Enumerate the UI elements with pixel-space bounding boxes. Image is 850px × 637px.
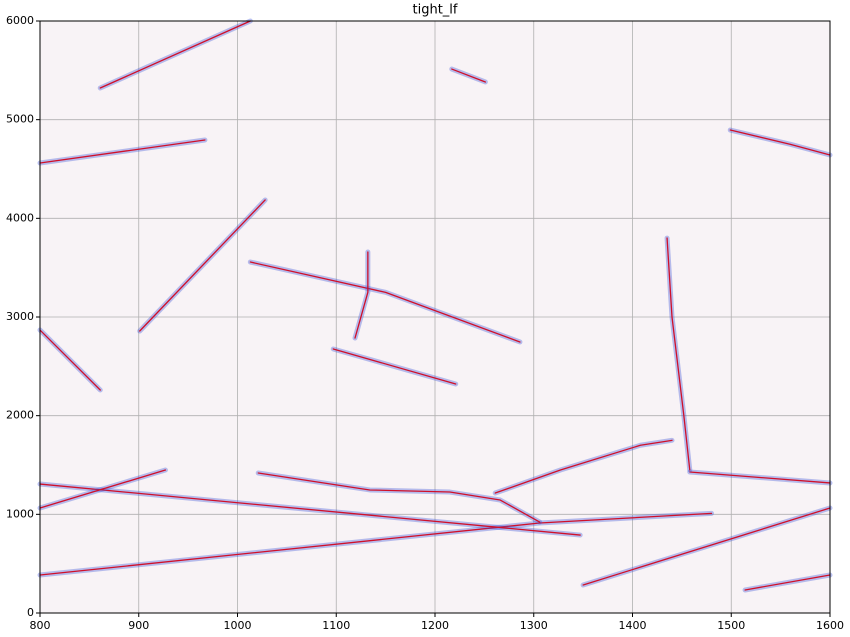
track: [39, 139, 206, 164]
y-tick-label: 5000: [6, 113, 34, 126]
track: [257, 472, 541, 523]
plot-frame: [39, 20, 831, 614]
track: [689, 471, 831, 484]
track: [139, 199, 266, 332]
track: [451, 68, 487, 83]
track: [249, 261, 521, 343]
track: [744, 574, 831, 591]
track: [582, 507, 831, 586]
x-tick-label: 900: [128, 619, 149, 632]
y-tick-label: 2000: [6, 409, 34, 422]
track: [39, 483, 581, 536]
x-tick-label: 1200: [421, 619, 449, 632]
x-tick-label: 1300: [520, 619, 548, 632]
track: [39, 512, 713, 576]
x-tick-label: 1100: [322, 619, 350, 632]
y-tick-label: 1000: [6, 507, 34, 520]
track: [99, 20, 251, 89]
x-tick-label: 1400: [619, 619, 647, 632]
y-tick-label: 0: [27, 606, 34, 619]
track: [494, 439, 673, 494]
track: [666, 237, 691, 471]
track: [332, 348, 457, 385]
x-tick-label: 1600: [816, 619, 844, 632]
track: [39, 469, 167, 509]
x-tick-label: 1000: [224, 619, 252, 632]
track: [354, 251, 369, 339]
x-tick-label: 1500: [717, 619, 745, 632]
y-tick-label: 3000: [6, 310, 34, 323]
y-tick-label: 4000: [6, 211, 34, 224]
track: [39, 329, 101, 391]
x-tick-label: 800: [30, 619, 51, 632]
chart-title: tight_lf: [413, 3, 458, 18]
y-tick-label: 6000: [6, 14, 34, 27]
track: [729, 129, 831, 156]
